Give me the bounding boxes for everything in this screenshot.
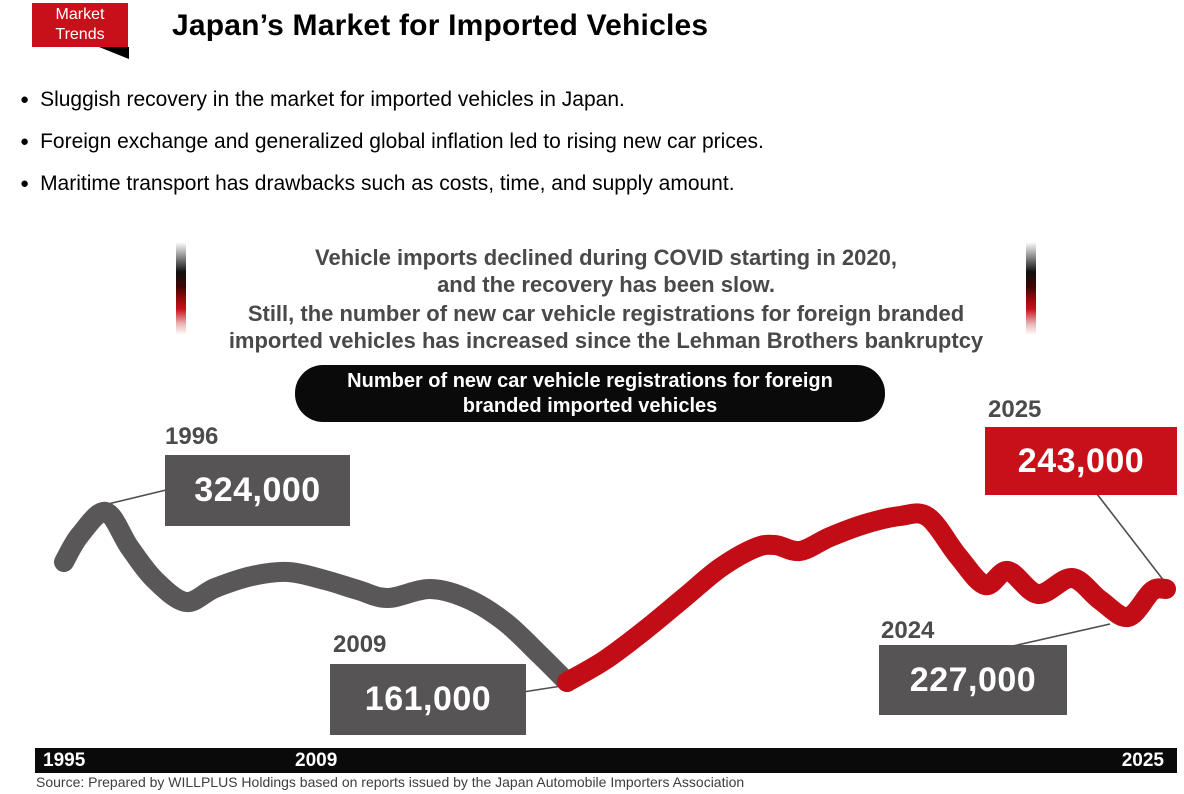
bullet-dot-icon: ●	[20, 133, 30, 150]
page-title: Japan’s Market for Imported Vehicles	[172, 9, 709, 42]
badge-line2: Trends	[55, 26, 105, 43]
market-trends-badge: Market Trends	[32, 3, 128, 47]
axis-label-1995: 1995	[43, 750, 86, 771]
year-label-2024: 2024	[881, 617, 935, 644]
value-box-2024: 227,000	[879, 645, 1067, 715]
key-message-banner: Vehicle imports declined during COVID st…	[176, 242, 1036, 354]
bullet-text: Maritime transport has drawbacks such as…	[40, 172, 735, 195]
callout-connector-line	[1096, 493, 1172, 591]
badge-line1: Market	[55, 6, 105, 23]
bullet-item: ● Sluggish recovery in the market for im…	[20, 87, 764, 113]
trend-line-segment	[557, 503, 1176, 692]
x-axis-bar: 1995 2009 2025	[35, 748, 1177, 773]
callout-connector-line	[107, 489, 167, 505]
bullet-list: ● Sluggish recovery in the market for im…	[20, 87, 764, 213]
chart-title-line2: branded imported vehicles	[462, 394, 718, 417]
chart-title-line1: Number of new car vehicle registrations …	[347, 369, 833, 392]
bullet-text: Foreign exchange and generalized global …	[40, 130, 764, 153]
bullet-dot-icon: ●	[20, 175, 30, 192]
value-box-2009: 161,000	[330, 664, 526, 735]
callout-connector-line	[1012, 623, 1111, 647]
axis-label-2009: 2009	[295, 750, 338, 771]
bullet-item: ● Maritime transport has drawbacks such …	[20, 171, 764, 197]
gradient-bar-left	[176, 242, 186, 335]
chart-title-pill: Number of new car vehicle registrations …	[295, 365, 885, 422]
banner-lehman-line2: imported vehicles has increased since th…	[228, 328, 984, 353]
banner-covid-line1: Vehicle imports declined during COVID st…	[315, 245, 897, 270]
banner-lehman-line1: Still, the number of new car vehicle reg…	[247, 301, 965, 326]
year-label-2025: 2025	[988, 396, 1042, 423]
trend-line-segment	[54, 501, 577, 692]
banner-text: Vehicle imports declined during COVID st…	[186, 244, 1026, 354]
banner-covid-line2: and the recovery has been slow.	[437, 272, 775, 297]
axis-label-2025: 2025	[1121, 750, 1164, 771]
value-box-1996: 324,000	[165, 455, 350, 526]
bullet-item: ● Foreign exchange and generalized globa…	[20, 129, 764, 155]
source-note: Source: Prepared by WILLPLUS Holdings ba…	[36, 774, 745, 790]
bullet-text: Sluggish recovery in the market for impo…	[40, 88, 625, 111]
gradient-bar-right	[1026, 242, 1036, 335]
year-label-2009: 2009	[333, 631, 387, 658]
value-box-2025: 243,000	[985, 427, 1177, 495]
year-label-1996: 1996	[165, 423, 219, 450]
bullet-dot-icon: ●	[20, 91, 30, 108]
